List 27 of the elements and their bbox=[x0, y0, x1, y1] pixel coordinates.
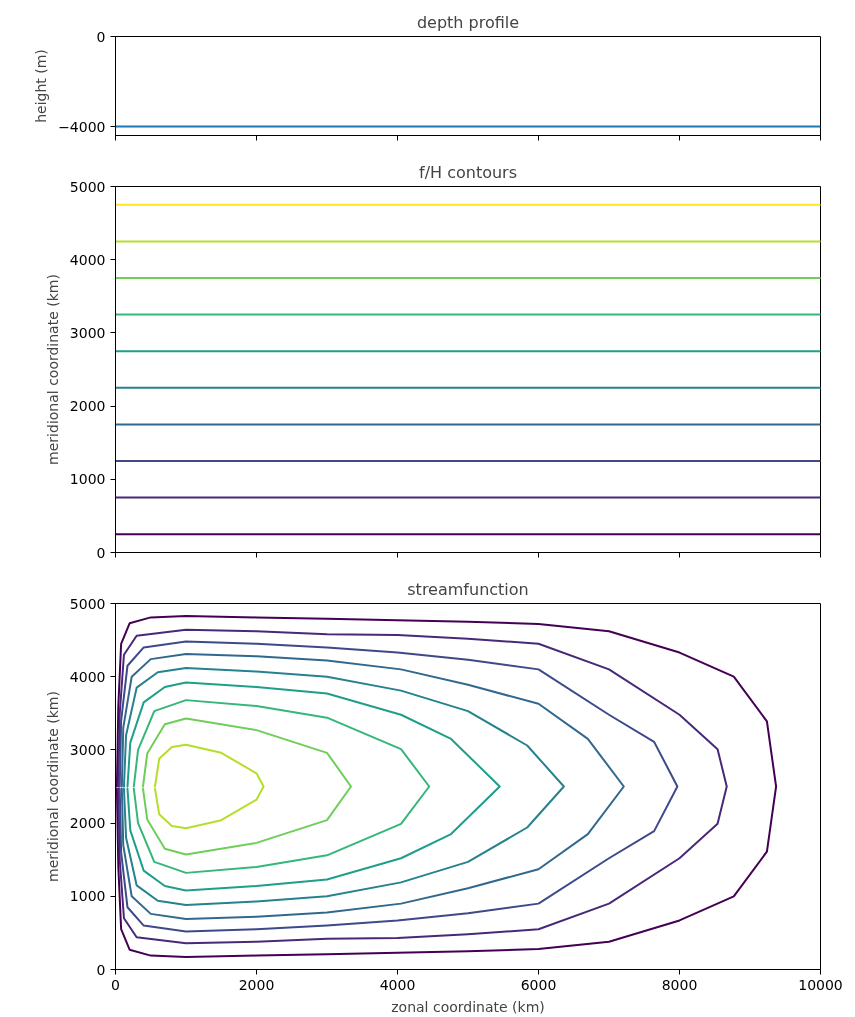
x-tick-label: 10000 bbox=[798, 976, 843, 993]
y-tick-label: 0 bbox=[96, 28, 106, 45]
y-axis-title: meridional coordinate (km) bbox=[44, 691, 61, 882]
y-axis-title: meridional coordinate (km) bbox=[44, 274, 61, 465]
y-tick-label: 2000 bbox=[69, 398, 106, 415]
y-tick-label: 1000 bbox=[69, 888, 106, 905]
chart-title: f/H contours bbox=[419, 162, 517, 182]
x-tick-label: 0 bbox=[111, 976, 120, 993]
y-tick-label: −4000 bbox=[58, 118, 106, 135]
y-tick-label: 3000 bbox=[69, 324, 106, 341]
y-tick-label: 4000 bbox=[69, 251, 106, 268]
y-tick-label: 3000 bbox=[69, 741, 106, 758]
chart-title: depth profile bbox=[416, 12, 520, 32]
y-tick-label: 1000 bbox=[69, 471, 106, 488]
chart-title: streamfunction bbox=[407, 579, 529, 599]
y-tick-label: 0 bbox=[96, 544, 106, 561]
y-axis-title: height (m) bbox=[33, 49, 50, 123]
x-tick-label: 6000 bbox=[520, 976, 557, 993]
y-tick-label: 2000 bbox=[69, 815, 106, 832]
x-tick-label: 8000 bbox=[661, 976, 698, 993]
y-tick-label: 5000 bbox=[69, 595, 106, 612]
x-tick-label: 4000 bbox=[379, 976, 416, 993]
x-axis-title: zonal coordinate (km) bbox=[391, 998, 545, 1015]
y-tick-label: 4000 bbox=[69, 668, 106, 685]
y-tick-label: 5000 bbox=[69, 178, 106, 195]
x-tick-label: 2000 bbox=[238, 976, 275, 993]
y-tick-label: 0 bbox=[96, 961, 106, 978]
